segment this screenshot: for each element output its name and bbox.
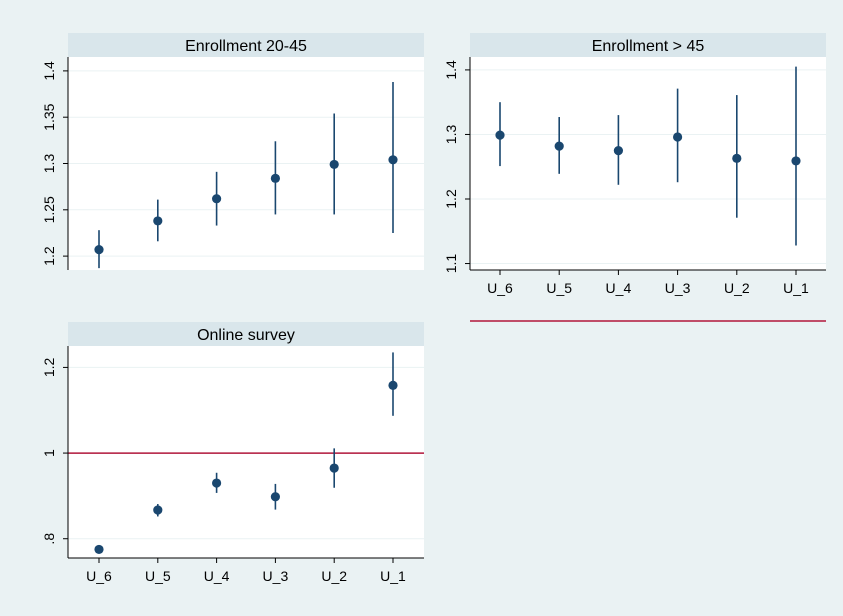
data-marks <box>94 82 398 269</box>
x-tick-label: U_6 <box>86 568 112 584</box>
y-ticks: .8 1 1.2 <box>41 357 68 545</box>
grid-lines <box>470 69 826 265</box>
y-tick-label: 1.3 <box>41 154 57 174</box>
y-tick-label: 1.2 <box>41 246 57 266</box>
y-tick-label: 1.1 <box>443 254 459 274</box>
x-tick-label: U_3 <box>263 568 289 584</box>
data-point <box>732 153 742 163</box>
panel-title-strip <box>68 33 424 57</box>
data-point <box>94 544 104 555</box>
x-tick-label: U_5 <box>546 280 572 296</box>
y-tick-label: 1 <box>41 449 57 457</box>
panel-title-strip <box>68 322 424 346</box>
x-ticks: U_6 U_5 U_4 U_3 U_2 U_1 <box>86 558 406 584</box>
y-ticks: 1.2 1.25 1.3 1.35 1.4 <box>41 61 68 266</box>
data-point <box>329 159 339 170</box>
x-tick-label: U_2 <box>724 280 750 296</box>
y-tick-label: 1.2 <box>443 189 459 209</box>
y-ticks: 1.1 1.2 1.3 1.4 <box>443 60 470 273</box>
panel-enrollment-over-45: Enrollment > 45 1.11.21.31.4 U_6 U_5 U_4 U_… <box>443 33 826 322</box>
grid-lines <box>68 70 424 257</box>
data-point <box>94 245 104 255</box>
data-point <box>554 141 564 151</box>
data-point <box>673 132 683 142</box>
panel-enrollment-20-45: Enrollment 20-45 1.2 1.25 1.3 1.35 1.4 <box>41 33 424 270</box>
x-tick-label: U_3 <box>665 280 691 296</box>
x-tick-label: U_2 <box>321 568 347 584</box>
x-tick-label: U_6 <box>487 280 513 296</box>
x-tick-label: U_1 <box>380 568 406 584</box>
panel-title: Enrollment 20-45 <box>185 38 307 55</box>
y-tick-label: 1.3 <box>443 125 459 145</box>
y-tick-label: 1.4 <box>41 61 57 81</box>
data-point <box>153 505 163 515</box>
y-tick-label: 1.4 <box>443 60 459 80</box>
x-tick-label: U_4 <box>204 568 230 584</box>
data-point <box>212 478 222 488</box>
data-point <box>495 130 505 140</box>
plot-area <box>68 346 424 558</box>
x-ticks: U_6 U_5 U_4 U_3 U_2 U_1 <box>487 270 809 296</box>
panel-title: Enrollment > 45 <box>592 38 705 55</box>
y-tick-label: 1.25 <box>41 196 57 223</box>
data-point <box>329 463 339 473</box>
data-point <box>791 156 801 166</box>
data-point <box>212 194 222 204</box>
x-tick-label: U_1 <box>783 280 809 296</box>
panel-title: Online survey <box>197 327 295 344</box>
y-tick-label: .8 <box>41 533 57 545</box>
data-marks <box>94 352 398 555</box>
panel-online-survey: Online survey .8 1 1.2 U_6 U_5 U_4 U_3 U_2 U_1 <box>41 322 424 584</box>
data-point <box>270 173 280 183</box>
data-point <box>388 380 398 391</box>
y-tick-label: 1.35 <box>41 103 57 130</box>
data-marks <box>495 66 801 246</box>
panel-title-strip <box>470 33 826 57</box>
data-point <box>153 216 163 226</box>
x-tick-label: U_4 <box>606 280 632 296</box>
x-tick-label: U_5 <box>145 568 171 584</box>
plot-area <box>470 57 826 270</box>
data-point <box>270 492 280 502</box>
data-point <box>388 155 398 165</box>
y-tick-label: 1.2 <box>41 357 57 377</box>
data-point <box>613 145 624 156</box>
